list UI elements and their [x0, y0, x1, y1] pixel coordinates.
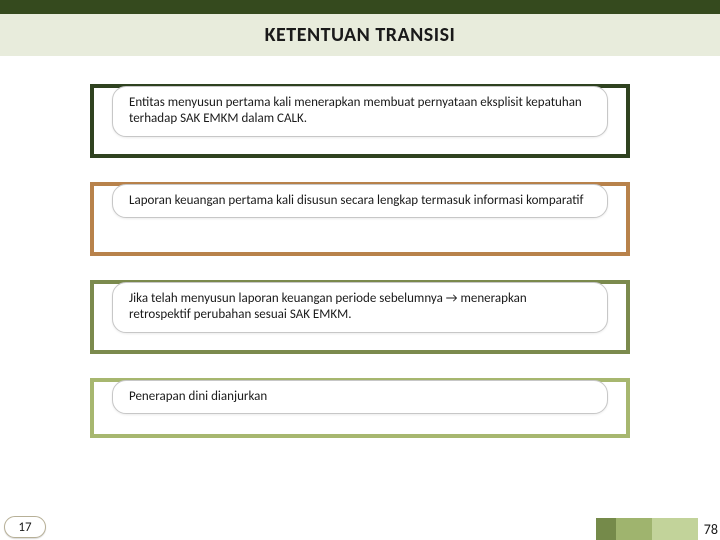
slide-number-left: 17 — [4, 516, 46, 538]
decor-block — [652, 518, 698, 540]
list-item: Laporan keuangan pertama kali disusun se… — [90, 182, 630, 256]
content-list: Entitas menyusun pertama kali menerapkan… — [0, 56, 720, 438]
decor-block — [596, 518, 616, 540]
top-bar — [0, 0, 720, 14]
list-item-text: Entitas menyusun pertama kali menerapkan… — [112, 86, 608, 137]
page-number-right: 78 — [704, 521, 718, 538]
list-item: Jika telah menyusun laporan keuangan per… — [90, 280, 630, 354]
list-item: Penerapan dini dianjurkan — [90, 378, 630, 438]
list-item-text: Penerapan dini dianjurkan — [112, 380, 608, 414]
list-item-text: Jika telah menyusun laporan keuangan per… — [112, 282, 608, 333]
page-title: KETENTUAN TRANSISI — [265, 23, 456, 47]
list-item: Entitas menyusun pertama kali menerapkan… — [90, 84, 630, 158]
footer-decor-blocks — [596, 518, 698, 540]
list-item-text: Laporan keuangan pertama kali disusun se… — [112, 184, 608, 218]
header-band: KETENTUAN TRANSISI — [0, 14, 720, 56]
decor-block — [616, 518, 652, 540]
footer: 17 78 — [0, 516, 720, 540]
